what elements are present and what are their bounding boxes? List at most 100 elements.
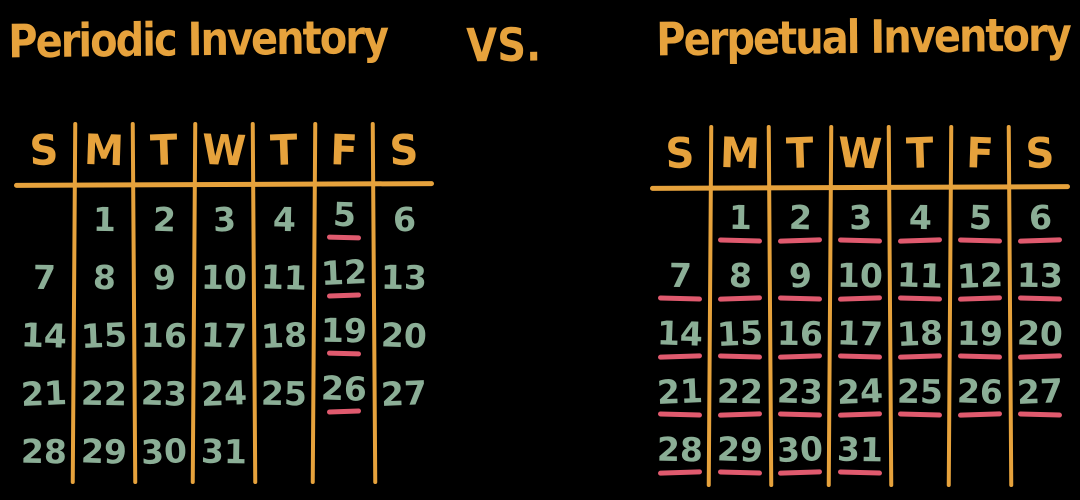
date-cell: 7 — [650, 251, 710, 309]
date-cell: 14 — [14, 306, 74, 364]
date-number: 21 — [20, 372, 68, 414]
date-underline — [1017, 411, 1063, 418]
date-number: 7 — [32, 257, 56, 297]
date-cell: 19 — [314, 306, 374, 364]
date-number: 15 — [80, 314, 128, 356]
date-number: 23 — [776, 371, 824, 412]
date-number: 30 — [776, 429, 824, 470]
date-number: 6 — [1027, 197, 1053, 238]
vs-label: VS. — [466, 19, 542, 73]
date-number: 16 — [140, 315, 188, 355]
date-cell: 6 — [1010, 193, 1070, 251]
date-cell: 14 — [650, 309, 710, 367]
date-underline — [777, 237, 823, 244]
date-cell: 2 — [134, 190, 194, 248]
date-cell: 3 — [830, 193, 890, 251]
date-number: 16 — [776, 313, 824, 354]
day-header-cell: T — [269, 126, 299, 176]
date-underline — [326, 234, 362, 241]
day-header-cell: M — [719, 129, 761, 179]
date-cell: 24 — [194, 364, 254, 422]
date-cell: 21 — [650, 367, 710, 425]
date-number: 19 — [320, 310, 368, 351]
date-underline — [326, 292, 362, 299]
date-cell: 27 — [374, 364, 434, 422]
day-header-cell: W — [837, 129, 883, 179]
date-underline — [957, 237, 1003, 244]
date-underline — [1017, 353, 1063, 360]
date-cell: 23 — [134, 364, 194, 422]
day-header-cell: F — [329, 126, 359, 176]
date-cell — [314, 422, 374, 480]
date-number: 12 — [956, 255, 1004, 296]
date-cell: 5 — [950, 193, 1010, 251]
date-underline — [777, 353, 823, 360]
date-underline — [717, 411, 763, 418]
date-number: 23 — [140, 372, 188, 414]
date-number: 22 — [716, 371, 764, 412]
date-underline — [837, 295, 883, 302]
date-underline — [326, 408, 362, 415]
date-underline — [657, 469, 703, 476]
day-header-cell: S — [388, 126, 420, 176]
day-header-cell: S — [1024, 129, 1056, 179]
date-cell: 30 — [770, 425, 830, 483]
date-cell: 29 — [710, 425, 770, 483]
date-number: 11 — [260, 256, 308, 298]
date-cell: 10 — [194, 248, 254, 306]
date-cell — [950, 425, 1010, 483]
date-number: 13 — [380, 257, 428, 297]
date-number: 5 — [331, 194, 357, 235]
date-underline — [837, 469, 883, 476]
date-cell: 18 — [890, 309, 950, 367]
date-cell: 27 — [1010, 367, 1070, 425]
date-number: 8 — [727, 255, 753, 296]
date-number: 22 — [80, 373, 128, 413]
date-number: 1 — [92, 199, 116, 239]
day-header-cell: M — [83, 126, 125, 176]
date-cell: 16 — [134, 306, 194, 364]
date-number: 31 — [200, 431, 248, 471]
date-underline — [717, 469, 763, 476]
date-cell: 6 — [374, 190, 434, 248]
date-number: 31 — [836, 429, 884, 470]
date-underline — [1017, 237, 1063, 244]
date-cell: 21 — [14, 364, 74, 422]
date-number: 1 — [728, 197, 752, 238]
date-cell: 11 — [254, 248, 314, 306]
date-cell: 26 — [314, 364, 374, 422]
date-number: 4 — [272, 199, 296, 239]
date-underline — [897, 237, 943, 244]
date-number: 10 — [200, 257, 248, 297]
date-cell: 9 — [770, 251, 830, 309]
date-number: 9 — [787, 255, 813, 296]
perpetual-inventory-title: Perpetual Inventory — [656, 9, 1071, 67]
date-cell: 20 — [1010, 309, 1070, 367]
date-underline — [717, 237, 763, 244]
date-number: 17 — [200, 314, 248, 356]
day-header-cell: S — [664, 129, 696, 179]
date-cell: 12 — [314, 248, 374, 306]
day-header-cell: T — [785, 129, 815, 179]
date-number: 29 — [716, 429, 764, 470]
date-number: 14 — [656, 313, 704, 354]
date-underline — [657, 295, 703, 302]
date-underline — [777, 295, 823, 302]
date-cell: 29 — [74, 422, 134, 480]
date-cell: 5 — [314, 190, 374, 248]
date-cell: 26 — [950, 367, 1010, 425]
date-cell: 25 — [890, 367, 950, 425]
date-underline — [657, 411, 703, 418]
date-cell: 10 — [830, 251, 890, 309]
date-cell: 2 — [770, 193, 830, 251]
date-cell — [374, 422, 434, 480]
date-cell: 17 — [830, 309, 890, 367]
date-cell: 24 — [830, 367, 890, 425]
date-number: 10 — [836, 255, 884, 296]
date-cell: 28 — [14, 422, 74, 480]
date-cell: 31 — [194, 422, 254, 480]
date-cell: 25 — [254, 364, 314, 422]
date-number: 25 — [260, 373, 308, 413]
